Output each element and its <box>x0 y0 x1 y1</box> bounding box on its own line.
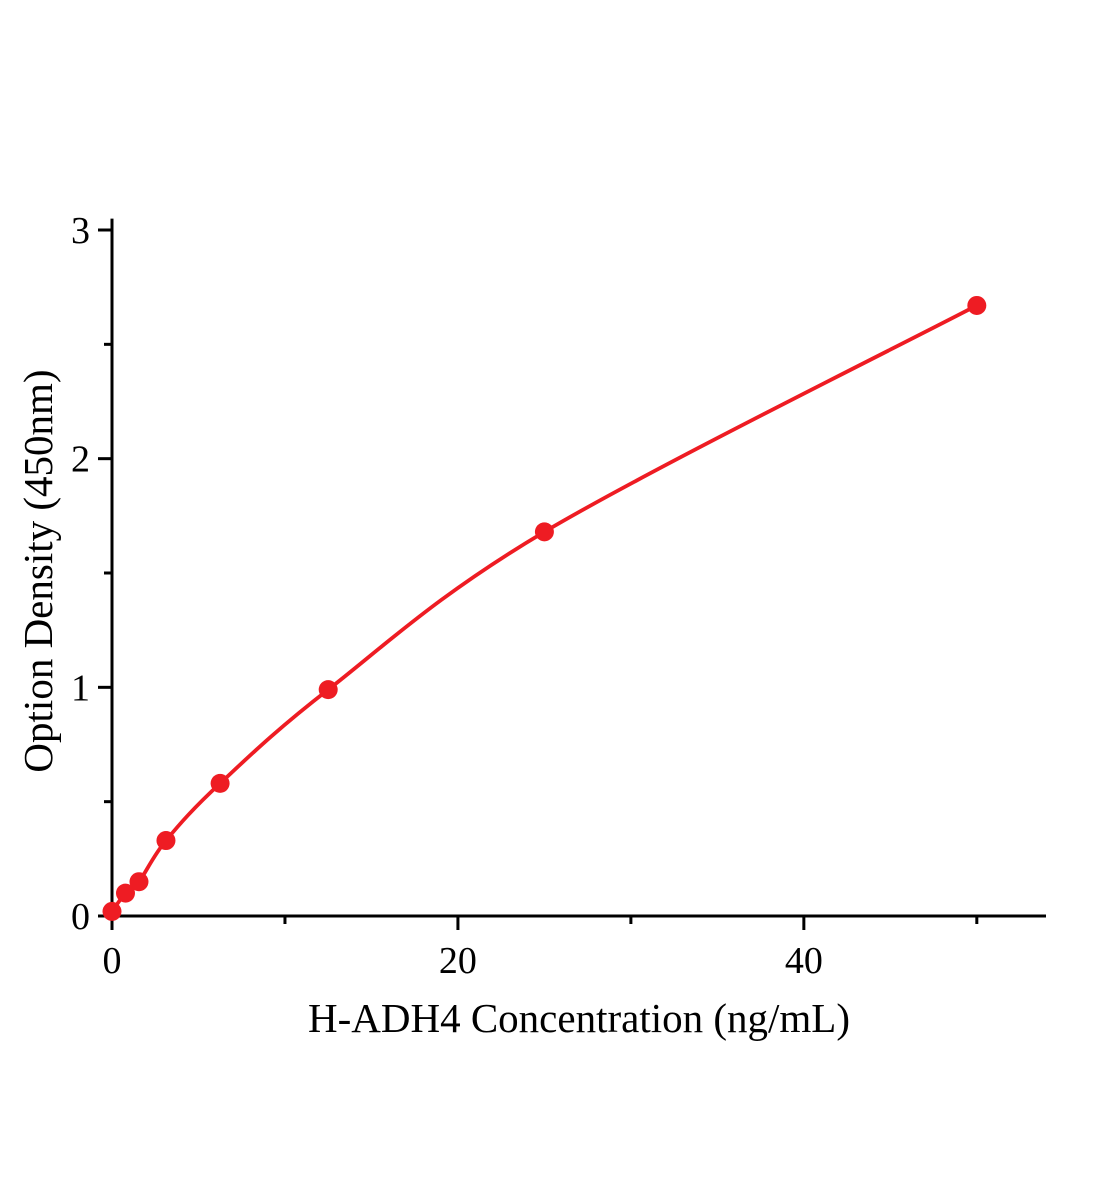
series-layer <box>102 295 987 921</box>
x-axis-label: H-ADH4 Concentration (ng/mL) <box>308 995 850 1041</box>
data-point-marker <box>102 901 122 921</box>
y-tick-label: 3 <box>71 210 90 252</box>
data-point-marker <box>318 680 338 700</box>
y-tick-label: 0 <box>71 896 90 938</box>
data-point-marker <box>534 522 554 542</box>
data-point-marker <box>967 295 987 315</box>
ticks-layer <box>98 228 979 930</box>
axes-layer <box>110 218 1046 918</box>
x-tick-label: 20 <box>439 940 477 982</box>
data-point-marker <box>156 831 176 851</box>
tick-labels-layer: 0 20 40 0 1 2 3 <box>71 210 823 982</box>
series-curve <box>110 303 979 914</box>
y-axis-label: Option Density (450nm) <box>15 369 61 772</box>
x-tick-label: 0 <box>103 940 122 982</box>
data-point-marker <box>115 883 135 903</box>
y-tick-label: 1 <box>71 667 90 709</box>
x-tick-label: 40 <box>785 940 823 982</box>
data-point-marker <box>210 773 230 793</box>
y-tick-label: 2 <box>71 439 90 481</box>
data-point-marker <box>129 872 149 892</box>
